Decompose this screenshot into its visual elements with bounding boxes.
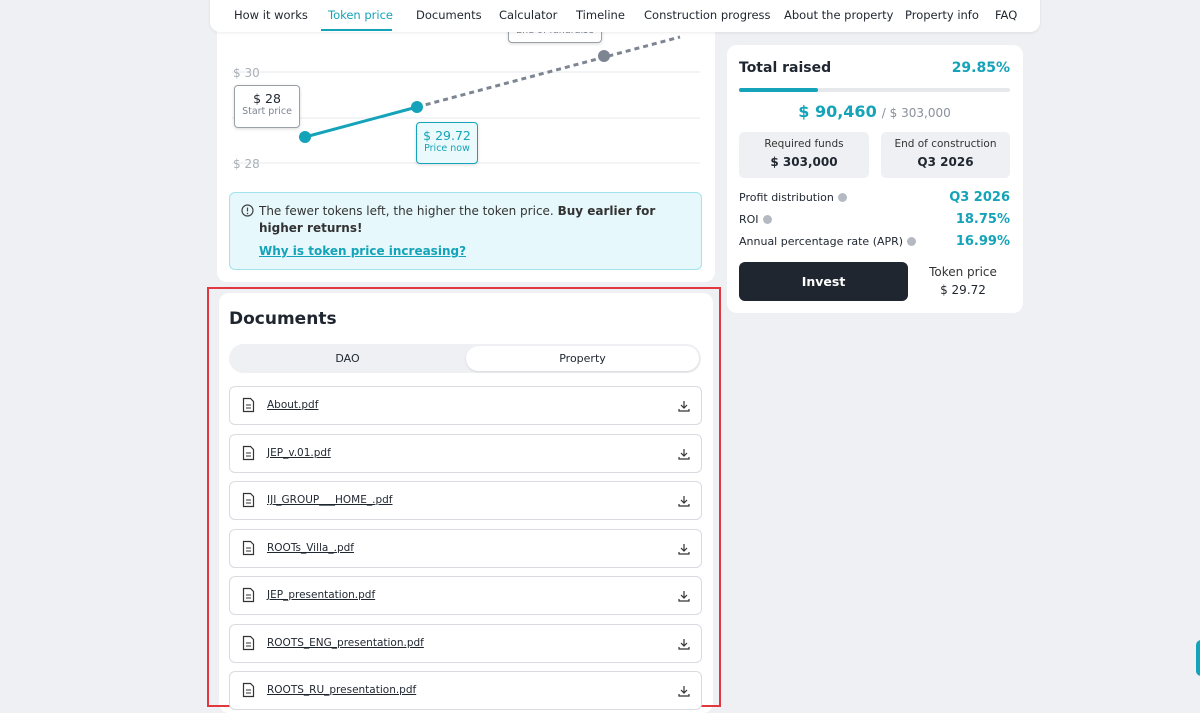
icon: [678, 496, 690, 507]
icon: [242, 587, 255, 603]
icon: [678, 591, 690, 602]
token-price-value: $ 29.72: [940, 283, 986, 297]
info-dot: [837, 193, 847, 202]
file-row[interactable]: IJI_GROUP___HOME_.pdf: [229, 481, 702, 520]
icon: [678, 448, 690, 460]
tab-dao[interactable]: DAO: [335, 352, 360, 365]
progress-fill: [739, 88, 818, 92]
invest-button[interactable]: Invest: [739, 262, 908, 301]
notice-link[interactable]: Why is token price increasing?: [259, 244, 467, 258]
file-row[interactable]: JEP_presentation.pdf: [229, 576, 702, 615]
file-name[interactable]: IJI_GROUP___HOME_.pdf: [267, 494, 393, 506]
raised-title: Total raised: [739, 60, 832, 76]
row-label: Profit distribution: [739, 191, 847, 204]
y-label: $ 30: [233, 66, 260, 80]
file-row[interactable]: ROOTs_Villa_.pdf: [229, 528, 702, 568]
nav-item[interactable]: About the property: [784, 8, 894, 22]
info-icon: [241, 204, 254, 217]
row-value: Q3 2026: [949, 190, 1010, 205]
icon: [678, 638, 690, 650]
token-price-box: Token price $ 29.72: [918, 265, 1008, 297]
file-row[interactable]: About.pdf: [229, 386, 702, 425]
notice: The fewer tokens left, the higher the to…: [229, 192, 702, 270]
page: { "nav": ["How it works", "Token price",…: [207, 0, 1200, 713]
notice-plain: The fewer tokens left, the higher the to…: [259, 204, 554, 218]
tab-property[interactable]: Property: [559, 352, 606, 365]
doc-tabs: DAO Property: [229, 344, 701, 373]
start-tooltip: $ 28 Start price: [234, 85, 300, 128]
row-label-text: Profit distribution: [739, 191, 834, 204]
start-point: [299, 131, 311, 143]
active-underline: [321, 29, 392, 31]
file-name[interactable]: ROOTS_ENG_presentation.pdf: [267, 636, 424, 649]
notice-text: The fewer tokens left, the higher the to…: [259, 203, 689, 237]
required-value: $ 303,000: [770, 155, 838, 169]
file-name[interactable]: ROOTS_RU_presentation.pdf: [267, 684, 417, 696]
end-value: Q3 2026: [917, 155, 974, 169]
notice-bold: Buy earlier for higher returns!: [259, 204, 656, 235]
file-name[interactable]: About.pdf: [267, 399, 319, 411]
info-dot: [762, 215, 772, 224]
documents-title: Documents: [229, 309, 337, 329]
tab-property-pill[interactable]: Property: [466, 346, 699, 371]
nav-item[interactable]: FAQ: [995, 8, 1018, 22]
icon: [242, 635, 255, 650]
raised-goal: / $ 303,000: [881, 106, 951, 120]
start-label: Start price: [242, 106, 292, 117]
file-name[interactable]: ROOTs_Villa_.pdf: [267, 541, 354, 554]
nav-item[interactable]: How it works: [234, 8, 308, 22]
end-label: End of construction: [894, 138, 997, 150]
row-value: 18.75%: [955, 212, 1010, 227]
now-price: $ 29.72: [423, 128, 471, 143]
now-tooltip: $ 29.72 Price now: [416, 122, 478, 164]
nav-item[interactable]: Property info: [905, 8, 979, 22]
file-name[interactable]: JEP_presentation.pdf: [267, 589, 376, 601]
y-label: $ 28: [233, 157, 260, 171]
now-point: [411, 101, 423, 113]
progress-track: [739, 88, 1010, 92]
start-price: $ 28: [253, 91, 281, 106]
token-price-label: Token price: [929, 265, 997, 279]
nav-item[interactable]: Token price: [328, 8, 393, 22]
now-label: Price now: [424, 143, 470, 154]
row-value: 16.99%: [955, 234, 1010, 249]
row-label-text: Annual percentage rate (APR): [739, 235, 904, 248]
raised-value: $ 90,460: [798, 102, 877, 121]
row-label: ROI: [739, 213, 772, 226]
icon: [242, 492, 255, 508]
nav-item[interactable]: Timeline: [576, 8, 625, 22]
nav-item[interactable]: Construction progress: [644, 8, 771, 22]
icon: [242, 397, 255, 413]
row-label: Annual percentage rate (APR): [739, 235, 917, 248]
nav-item[interactable]: Calculator: [499, 8, 558, 22]
icon: [242, 445, 255, 460]
forecast-line: [416, 35, 681, 109]
file-row[interactable]: ROOTS_RU_presentation.pdf: [229, 671, 702, 710]
icon: [678, 401, 690, 412]
info-dot: [907, 237, 917, 246]
raised-amount: $ 90,460 / $ 303,000: [739, 102, 1010, 121]
icon: [242, 540, 255, 555]
required-box: Required funds $ 303,000: [739, 132, 869, 178]
icon: [242, 682, 255, 698]
end-point: [598, 50, 610, 62]
end-box: End of construction Q3 2026: [881, 132, 1010, 178]
icon: [678, 543, 690, 555]
required-label: Required funds: [764, 138, 844, 150]
icon: [678, 686, 690, 697]
row-label-text: ROI: [739, 213, 759, 226]
nav-bar: [210, 0, 1040, 32]
nav-item[interactable]: Documents: [416, 8, 482, 22]
file-row[interactable]: ROOTS_ENG_presentation.pdf: [229, 623, 702, 663]
side-widget[interactable]: [1196, 640, 1200, 676]
price-line: [304, 105, 418, 139]
raised-percent: 29.85%: [951, 60, 1010, 76]
file-name[interactable]: JEP_v.01.pdf: [267, 446, 331, 459]
file-row[interactable]: JEP_v.01.pdf: [229, 433, 702, 473]
